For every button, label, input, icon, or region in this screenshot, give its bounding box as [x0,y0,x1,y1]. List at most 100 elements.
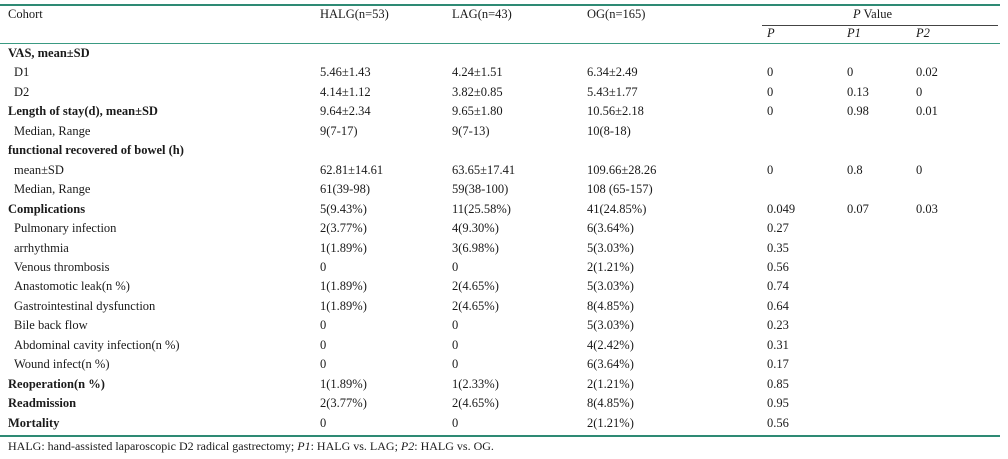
cell-halg: 0 [320,337,327,352]
cell-og: 6(3.64%) [587,221,634,236]
cell-og: 5.43±1.77 [587,84,638,99]
row-label: Median, Range [14,123,91,138]
table-bottom-rule [0,435,1000,437]
table-row: Bile back flow 0 0 5(3.03%) 0.23 [0,316,1000,335]
cell-og: 6.34±2.49 [587,65,638,80]
cell-og: 108 (65-157) [587,182,653,197]
table-row: Wound infect(n %) 0 0 6(3.64%) 0.17 [0,355,1000,374]
cell-halg: 61(39-98) [320,182,370,197]
row-label: D2 [14,84,30,99]
header-p1: P1 [847,26,861,40]
cell-p: 0.56 [767,415,789,430]
cell-p: 0.35 [767,240,789,255]
cell-p: 0.27 [767,221,789,236]
cell-p: 0.31 [767,337,789,352]
cell-og: 2(1.21%) [587,259,634,274]
cell-og: 8(4.85%) [587,396,634,411]
cell-lag: 1(2.33%) [452,376,499,391]
cell-p2: 0.01 [916,104,938,119]
cell-p2: 0 [916,162,923,177]
cell-halg: 2(3.77%) [320,221,367,236]
row-label: Gastrointestinal dysfunction [14,298,156,313]
row-label: VAS, mean±SD [8,46,90,60]
cell-halg: 1(1.89%) [320,298,367,313]
table-row: functional recovered of bowel (h) [0,141,1000,160]
header-og: OG(n=165) [587,7,646,21]
cell-p2: 0.02 [916,65,938,80]
cell-p1: 0.8 [847,162,863,177]
header-bottom-rule [0,43,1000,44]
cell-lag: 0 [452,259,459,274]
table-row: Complications 5(9.43%) 11(25.58%) 41(24.85%… [0,200,1000,219]
header-p: P [767,26,775,40]
table-footnote: HALG: hand-assisted laparoscopic D2 radi… [8,439,494,453]
cell-halg: 5.46±1.43 [320,65,371,80]
table-row: Median, Range 9(7-17) 9(7-13) 10(8-18) [0,122,1000,141]
row-label: Length of stay(d), mean±SD [8,104,158,119]
cell-halg: 9.64±2.34 [320,104,371,119]
row-label: mean±SD [14,162,64,177]
cell-p1: 0 [847,65,854,80]
cell-p: 0 [767,162,774,177]
table-row: arrhythmia 1(1.89%) 3(6.98%) 5(3.03%) 0.35 [0,239,1000,258]
table-row: Median, Range 61(39-98) 59(38-100) 108 (65-… [0,180,1000,199]
cell-halg: 1(1.89%) [320,279,367,294]
cell-lag: 11(25.58%) [452,201,511,216]
cell-halg: 2(3.77%) [320,396,367,411]
cell-p: 0.23 [767,318,789,333]
cell-og: 6(3.64%) [587,357,634,372]
cell-halg: 9(7-17) [320,123,358,138]
table-row: Gastrointestinal dysfunction 1(1.89%) 2(4.… [0,297,1000,316]
cell-lag: 0 [452,357,459,372]
row-label: Pulmonary infection [14,221,117,236]
cell-halg: 0 [320,259,327,274]
cell-p1: 0.07 [847,201,869,216]
cell-og: 41(24.85%) [587,201,647,216]
table-row: VAS, mean±SD [0,44,1000,63]
cell-og: 2(1.21%) [587,415,634,430]
cell-lag: 2(4.65%) [452,298,499,313]
cell-og: 2(1.21%) [587,376,634,391]
header-cohort: Cohort [8,7,43,21]
cell-lag: 3.82±0.85 [452,84,503,99]
table-row: Mortality 0 0 2(1.21%) 0.56 [0,414,1000,433]
cell-og: 5(3.03%) [587,240,634,255]
cell-og: 10.56±2.18 [587,104,644,119]
row-label: Reoperation(n %) [8,376,105,391]
cell-lag: 0 [452,318,459,333]
cell-halg: 62.81±14.61 [320,162,384,177]
cell-p2: 0.03 [916,201,938,216]
cell-lag: 0 [452,415,459,430]
row-label: D1 [14,65,30,80]
header-p2: P2 [916,26,930,40]
table-row: D1 5.46±1.43 4.24±1.51 6.34±2.49 0 0 0.02 [0,63,1000,82]
table-row: Pulmonary infection 2(3.77%) 4(9.30%) 6(3.6… [0,219,1000,238]
pvalue-group-rule [762,25,998,26]
cell-p1: 0.98 [847,104,869,119]
row-label: Anastomotic leak(n %) [14,279,130,294]
cell-lag: 9(7-13) [452,123,490,138]
row-label: Abdominal cavity infection(n %) [14,337,180,352]
cell-halg: 5(9.43%) [320,201,367,216]
table-row: Reoperation(n %) 1(1.89%) 1(2.33%) 2(1.21%)… [0,375,1000,394]
cell-lag: 63.65±17.41 [452,162,516,177]
cell-og: 5(3.03%) [587,318,634,333]
header-pvalue-group: P Value [853,7,893,21]
cell-p: 0.64 [767,298,789,313]
cell-p2: 0 [916,84,923,99]
table-row: Length of stay(d), mean±SD 9.64±2.34 9.65±… [0,102,1000,121]
cell-p: 0.56 [767,259,789,274]
cell-p: 0 [767,84,774,99]
header-halg: HALG(n=53) [320,7,389,21]
table-row: Readmission 2(3.77%) 2(4.65%) 8(4.85%) 0.95 [0,394,1000,413]
cell-og: 109.66±28.26 [587,162,657,177]
table-row: D2 4.14±1.12 3.82±0.85 5.43±1.77 0 0.13 0 [0,83,1000,102]
row-label: Median, Range [14,182,91,197]
cell-p: 0.95 [767,396,789,411]
table-top-rule [0,4,1000,6]
row-label: functional recovered of bowel (h) [8,143,184,158]
cell-halg: 0 [320,318,327,333]
cell-lag: 3(6.98%) [452,240,499,255]
cell-halg: 1(1.89%) [320,376,367,391]
cell-lag: 4(9.30%) [452,221,499,236]
